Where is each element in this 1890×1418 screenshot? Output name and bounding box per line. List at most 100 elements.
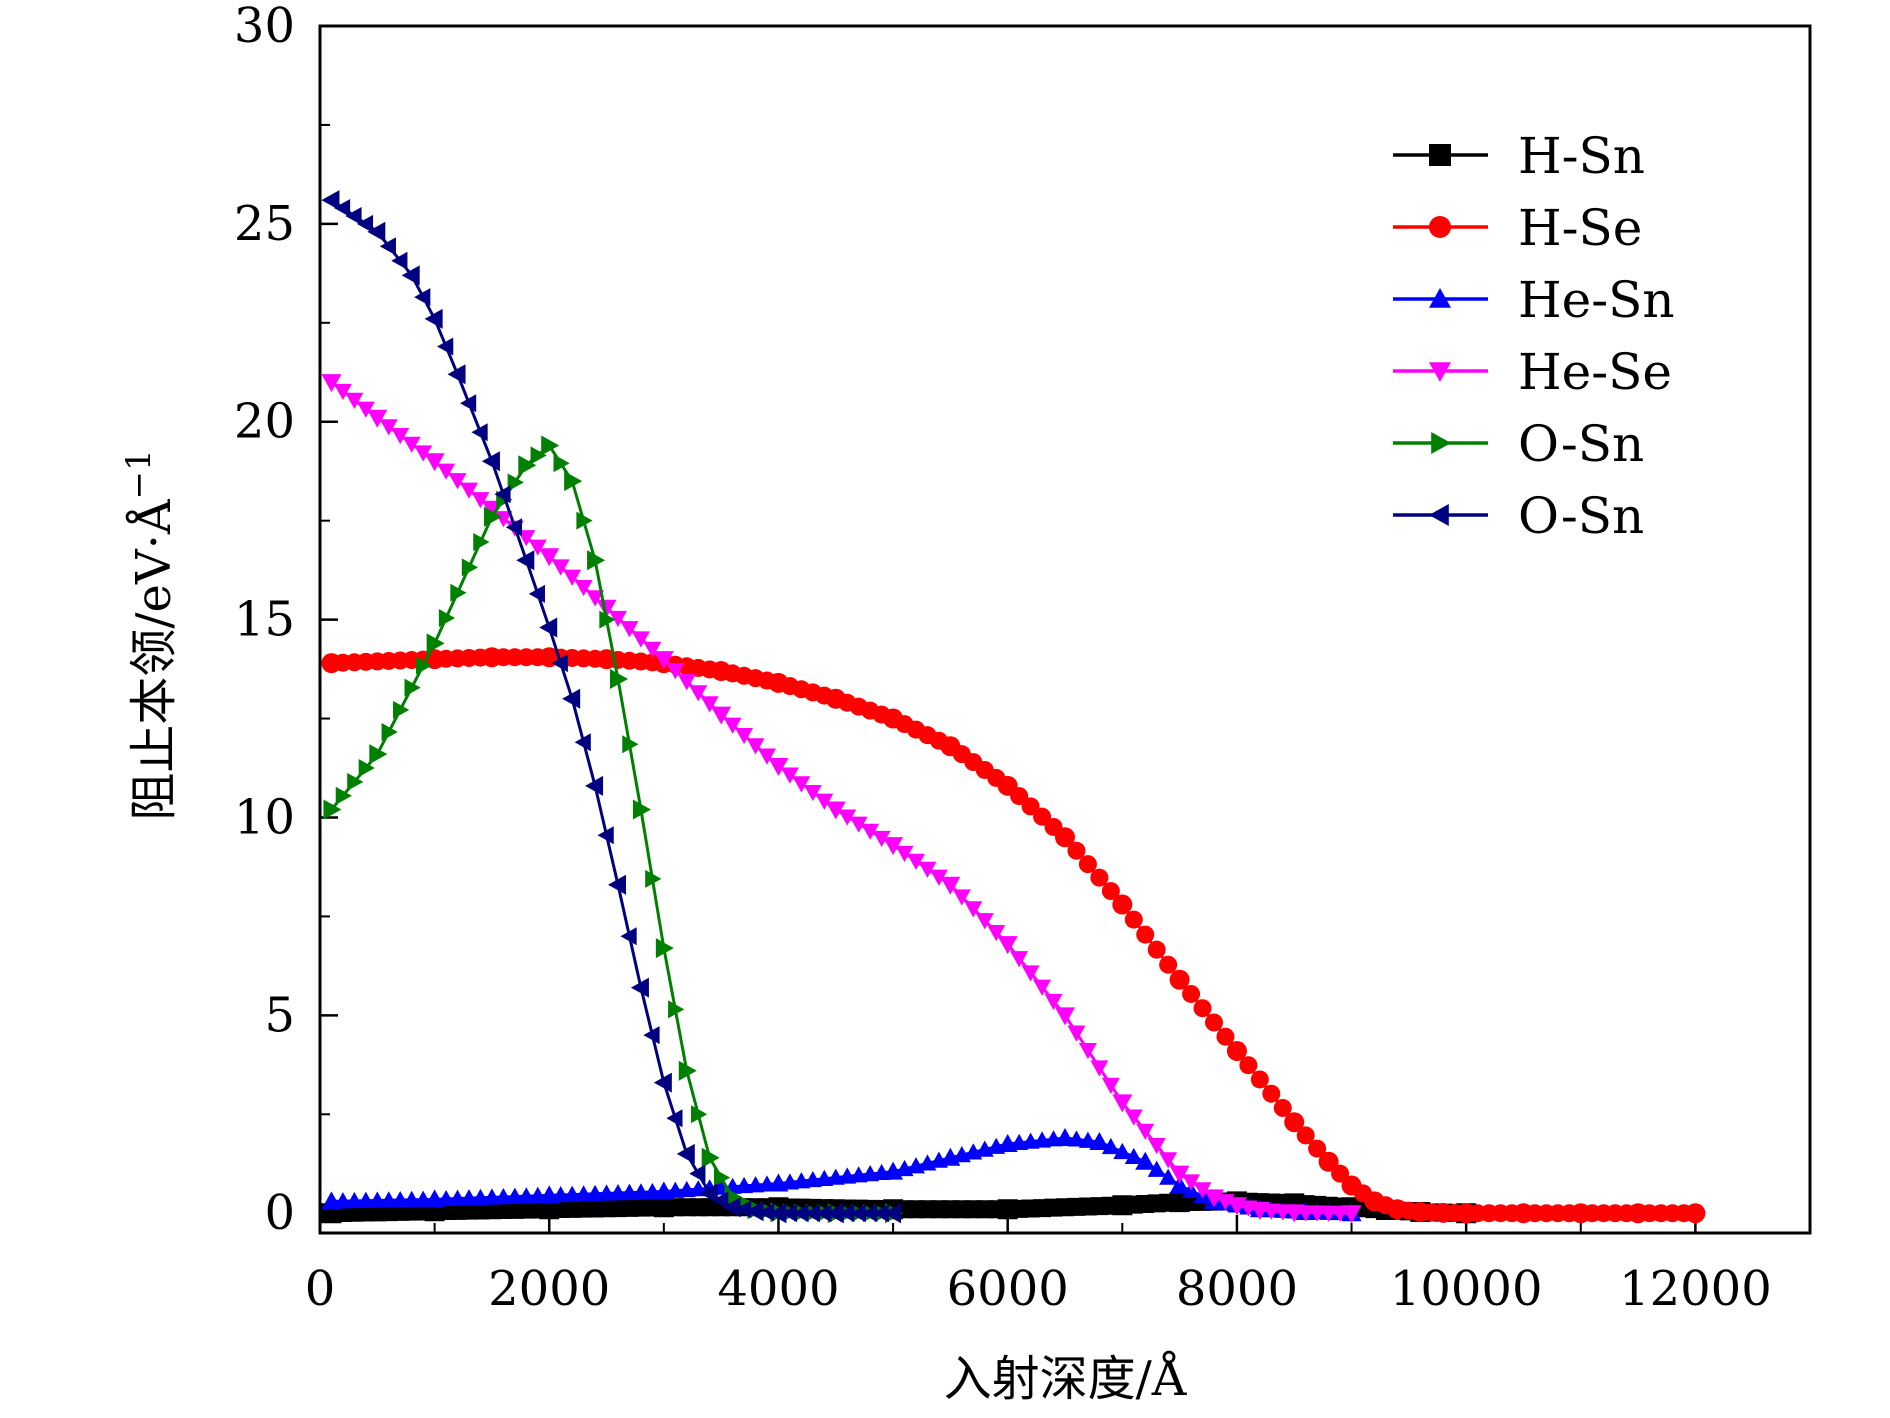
dense-marker: [414, 445, 433, 462]
dense-marker: [1021, 965, 1040, 982]
dense-marker: [849, 1204, 866, 1223]
dense-marker: [448, 365, 465, 384]
dense-marker: [551, 654, 568, 673]
dense-marker: [654, 1073, 672, 1092]
dense-marker: [1021, 797, 1040, 816]
dense-marker: [907, 853, 925, 871]
dense-marker: [677, 674, 696, 691]
dense-marker: [998, 936, 1017, 954]
dense-marker: [1331, 1164, 1350, 1183]
dense-marker: [918, 861, 937, 878]
dense-marker: [505, 518, 523, 537]
dense-marker: [1182, 984, 1201, 1003]
dense-marker: [1056, 1008, 1074, 1025]
dense-marker: [884, 1204, 901, 1223]
dense-marker: [322, 1192, 341, 1209]
dense-marker: [1193, 1182, 1212, 1199]
dense-marker: [1170, 1176, 1189, 1193]
dense-marker: [769, 758, 788, 776]
dense-marker: [941, 877, 960, 894]
legend-item: H-Se: [1393, 199, 1642, 257]
dense-marker: [861, 1204, 878, 1223]
dense-marker: [1250, 1070, 1269, 1089]
dense-marker: [735, 1200, 752, 1219]
dense-marker: [1090, 1060, 1109, 1077]
dense-marker: [656, 939, 673, 958]
y-tick-label: 15: [234, 592, 295, 648]
x-tick-label: 12000: [1619, 1261, 1772, 1317]
dense-marker: [415, 656, 433, 675]
dense-marker: [368, 410, 387, 427]
dense-marker: [1296, 1205, 1315, 1222]
dense-marker: [437, 463, 456, 480]
dense-marker: [620, 621, 639, 638]
legend-swatch-marker: [1431, 432, 1451, 454]
legend-swatch-marker: [1429, 144, 1451, 166]
dense-marker: [322, 191, 339, 210]
dense-marker: [425, 309, 442, 328]
dense-marker: [402, 1190, 421, 1208]
dense-marker: [723, 717, 742, 734]
dense-marker: [1010, 951, 1029, 968]
dense-marker: [345, 206, 362, 225]
series-h-se-1: [321, 647, 1706, 1224]
dense-marker: [723, 1198, 740, 1217]
dense-marker: [643, 1026, 660, 1045]
y-tick-label: 25: [234, 196, 295, 252]
dense-marker: [450, 583, 467, 602]
dense-marker: [1044, 993, 1063, 1011]
dense-marker: [335, 786, 352, 805]
dense-marker: [414, 1190, 433, 1207]
dense-marker: [815, 1204, 832, 1223]
y-tick-label: 0: [264, 1185, 295, 1241]
dense-marker: [815, 793, 834, 810]
legend-label: H-Sn: [1518, 127, 1645, 185]
dense-marker: [1136, 925, 1155, 944]
dense-marker: [849, 816, 868, 833]
dense-marker: [631, 631, 650, 648]
dense-marker: [333, 199, 351, 218]
dense-marker: [1090, 868, 1109, 887]
dense-marker: [484, 507, 501, 526]
dense-marker: [609, 610, 627, 628]
dense-marker: [1067, 1025, 1086, 1042]
dense-marker: [654, 651, 673, 669]
dense-marker: [471, 423, 488, 442]
dense-marker: [404, 678, 421, 697]
dense-marker: [460, 482, 478, 499]
dense-marker: [519, 456, 536, 475]
dense-marker: [631, 978, 649, 997]
dense-marker: [368, 222, 385, 241]
dense-marker: [528, 539, 547, 556]
dense-marker: [872, 1204, 889, 1223]
dense-marker: [356, 401, 375, 418]
dense-marker: [689, 685, 708, 702]
legend-item: H-Sn: [1393, 127, 1645, 185]
plot-area: [318, 24, 1812, 1235]
dense-marker: [1262, 1084, 1281, 1103]
dense-marker: [1308, 1139, 1327, 1158]
dense-marker: [473, 533, 490, 552]
y-axis-label-exponent: −1: [119, 449, 159, 499]
dense-marker: [324, 800, 341, 819]
dense-marker: [564, 472, 582, 491]
dense-marker: [861, 823, 880, 840]
dense-marker: [461, 558, 478, 577]
dense-marker: [998, 776, 1017, 795]
dense-marker: [597, 600, 616, 617]
dense-marker: [610, 669, 627, 688]
dense-marker: [507, 473, 524, 492]
legend-item: He-Se: [1393, 343, 1672, 401]
dense-marker: [1308, 1205, 1327, 1222]
dense-marker: [1227, 1041, 1246, 1060]
dense-marker: [645, 869, 662, 888]
dense-marker: [530, 446, 547, 465]
dense-marker: [414, 288, 431, 307]
dense-marker: [427, 634, 444, 653]
series-he-sn-2: [321, 1128, 1362, 1222]
dense-marker: [391, 1191, 410, 1208]
dense-marker: [1078, 1131, 1097, 1148]
dense-marker: [1159, 955, 1178, 974]
dense-marker: [872, 830, 891, 848]
dense-marker: [517, 551, 534, 570]
